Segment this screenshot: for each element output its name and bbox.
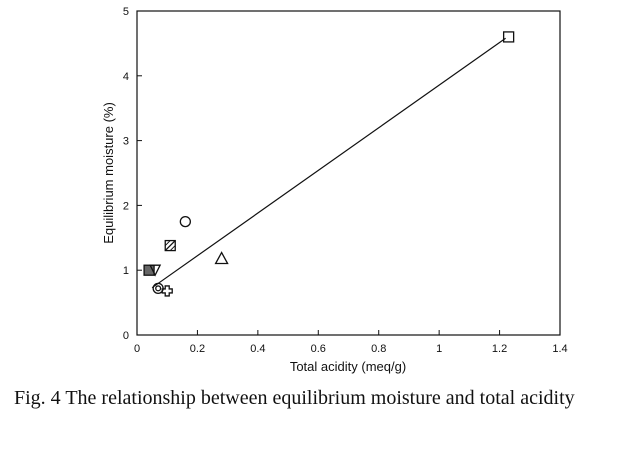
chart: 0 0.2 0.4 0.6 0.8 1 1.2 1.4 0 1 2 3 4 5 Total acidity…: [101, 6, 568, 374]
data-markers: [143, 31, 515, 297]
data-point-triangle-down: [149, 264, 162, 277]
data-point-hatched-square: [164, 239, 176, 252]
figure-caption: Fig. 4 The relationship between equilibr…: [14, 387, 575, 409]
x-tick-label: 0: [134, 343, 140, 355]
x-tick-label: 0.2: [190, 343, 205, 355]
y-tick-label: 4: [123, 71, 129, 83]
y-axis-title: Equilibrium moisture (%): [101, 102, 116, 244]
x-tick-label: 1.2: [492, 343, 507, 355]
y-tick-label: 1: [123, 265, 129, 277]
data-point-circle: [179, 215, 191, 228]
x-tick-label: 0.4: [250, 343, 265, 355]
y-tick-label: 0: [123, 330, 129, 342]
y-tick-label: 3: [123, 136, 129, 148]
x-axis-title: Total acidity (meq/g): [290, 359, 406, 374]
y-tick-label: 5: [123, 6, 129, 18]
data-point-square: [502, 31, 515, 43]
x-tick-label: 1.4: [552, 343, 567, 355]
data-point-triangle-up: [214, 251, 229, 265]
data-point-cross: [161, 285, 173, 297]
x-tick-label: 0.8: [371, 343, 386, 355]
y-tick-label: 2: [123, 200, 129, 212]
data-point-filled-square: [143, 264, 155, 276]
x-tick-label: 1: [436, 343, 442, 355]
x-tick-label: 0.6: [311, 343, 326, 355]
plot-frame: [136, 10, 561, 336]
ticks: 0 0.2 0.4 0.6 0.8 1 1.2 1.4 0 1 2 3 4 5: [123, 6, 568, 355]
fit-line: [151, 37, 506, 289]
